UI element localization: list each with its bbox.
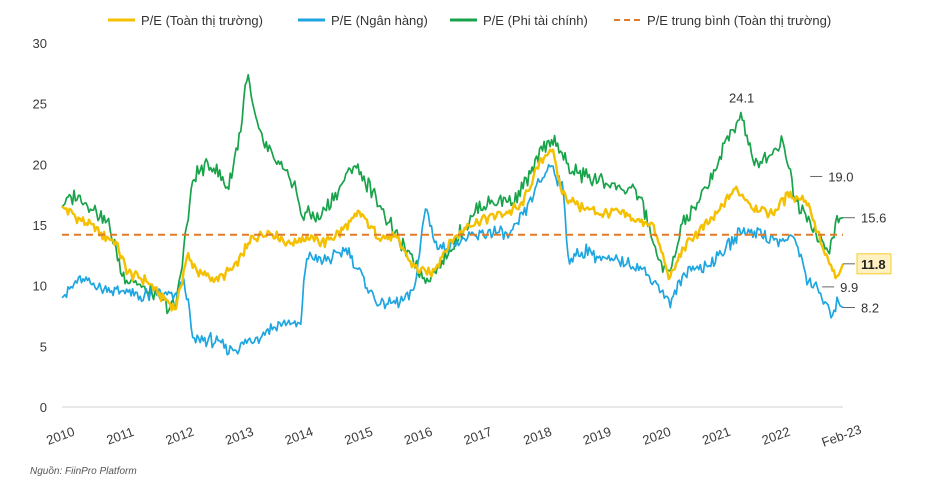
x-tick-label: 2011	[104, 424, 135, 448]
legend-label-trung-binh: P/E trung bình (Toàn thị trường)	[647, 13, 831, 28]
series-line-ngan-hang	[61, 163, 844, 356]
y-axis: 0 5 10 15 20 25 30	[33, 36, 843, 415]
series-line-toan-thi-truong	[61, 148, 845, 312]
y-tick-label: 30	[33, 36, 47, 51]
x-tick-label: 2010	[44, 424, 76, 448]
x-tick-label: 2019	[581, 424, 613, 448]
y-tick-label: 25	[33, 97, 47, 112]
series-line-phi-tai-chinh	[61, 73, 844, 315]
x-tick-label: 2021	[700, 424, 732, 448]
y-tick-label: 5	[40, 339, 47, 354]
annotation-label: 9.9	[840, 280, 858, 295]
y-tick-label: 0	[40, 400, 47, 415]
x-tick-label: 2020	[640, 424, 672, 448]
x-tick-label: Feb-23	[820, 422, 864, 450]
x-tick-label: 2017	[462, 424, 494, 448]
x-tick-label: 2012	[164, 424, 196, 448]
x-tick-label: 2016	[402, 424, 434, 448]
x-tick-label: 2018	[521, 424, 553, 448]
x-tick-label: 2014	[283, 424, 315, 448]
x-tick-label: 2013	[223, 424, 255, 448]
y-tick-label: 15	[33, 218, 47, 233]
legend-label-ngan-hang: P/E (Ngân hàng)	[331, 13, 428, 28]
annotation-label: 11.8	[861, 257, 886, 272]
annotations: 24.1 19.0 15.6 11.89.98.2	[729, 91, 892, 316]
annotation-label: 19.0	[828, 169, 853, 184]
y-tick-label: 20	[33, 157, 47, 172]
x-tick-label: 2015	[342, 424, 374, 448]
series-lines	[61, 73, 845, 356]
y-tick-label: 10	[33, 279, 47, 294]
annotation-label: 8.2	[861, 301, 879, 316]
source-note: Nguồn: FiinPro Platform	[30, 466, 137, 477]
annotation-highlight-box	[856, 253, 892, 275]
x-tick-label: 2022	[760, 424, 792, 448]
legend: P/E (Toàn thị trường) P/E (Ngân hàng) P/E …	[108, 13, 831, 28]
annotation-label: 15.6	[861, 211, 886, 226]
legend-label-phi-tai-chinh: P/E (Phi tài chính)	[483, 13, 588, 28]
legend-label-toan-thi-truong: P/E (Toàn thị trường)	[141, 13, 263, 28]
x-axis: 2010 2011 2012 2013 2014 2015 2016 2017 2018 2019…	[44, 422, 863, 450]
annotation-label: 24.1	[729, 91, 754, 106]
